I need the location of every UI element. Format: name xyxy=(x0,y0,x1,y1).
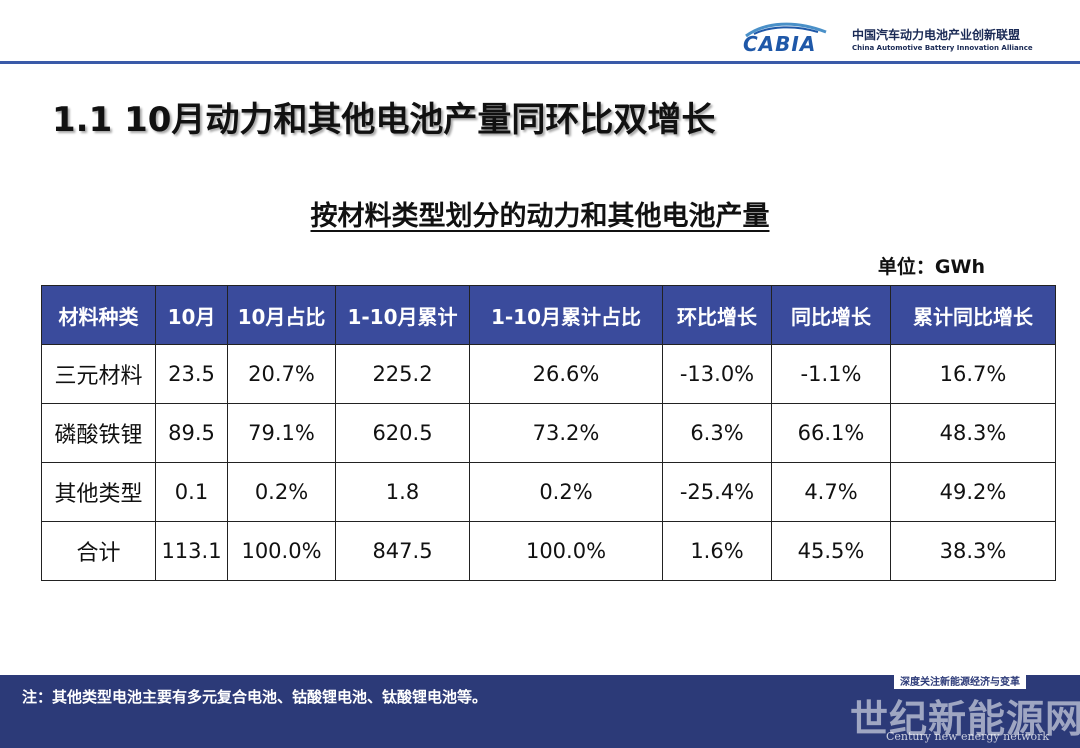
table-cell: -1.1% xyxy=(771,344,891,404)
table-cell: 38.3% xyxy=(890,521,1056,581)
table-cell: 66.1% xyxy=(771,403,891,463)
table-cell: 6.3% xyxy=(662,403,772,463)
table-cell: 225.2 xyxy=(335,344,470,404)
table-row: 合计 113.1 100.0% 847.5 100.0% 1.6% 45.5% … xyxy=(41,521,1056,581)
table-cell: 847.5 xyxy=(335,521,470,581)
col-header: 材料种类 xyxy=(41,285,156,345)
table-cell: -13.0% xyxy=(662,344,772,404)
table-row: 三元材料 23.5 20.7% 225.2 26.6% -13.0% -1.1%… xyxy=(41,344,1056,404)
battery-output-table: 材料种类 10月 10月占比 1-10月累计 1-10月累计占比 环比增长 同比… xyxy=(41,285,1056,581)
table-cell: 49.2% xyxy=(890,462,1056,522)
col-header: 累计同比增长 xyxy=(890,285,1056,345)
table-cell: 620.5 xyxy=(335,403,470,463)
table-cell: 合计 xyxy=(41,521,156,581)
table-cell: 100.0% xyxy=(469,521,663,581)
footer-note: 注：其他类型电池主要有多元复合电池、钴酸锂电池、钛酸锂电池等。 xyxy=(22,688,488,706)
logo-wordmark: CABIA xyxy=(743,32,817,56)
table-cell: 三元材料 xyxy=(41,344,156,404)
table-cell: 73.2% xyxy=(469,403,663,463)
table-cell: 79.1% xyxy=(227,403,336,463)
table-cell: 其他类型 xyxy=(41,462,156,522)
table-title-wrap: 按材料类型划分的动力和其他电池产量 xyxy=(0,194,1080,233)
table-cell: 1.8 xyxy=(335,462,470,522)
table-title: 按材料类型划分的动力和其他电池产量 xyxy=(310,201,770,232)
table-cell: 0.2% xyxy=(227,462,336,522)
table-cell: 48.3% xyxy=(890,403,1056,463)
table-cell: -25.4% xyxy=(662,462,772,522)
table-cell: 4.7% xyxy=(771,462,891,522)
org-name: 中国汽车动力电池产业创新联盟 China Automotive Battery … xyxy=(852,26,1033,52)
table-row: 其他类型 0.1 0.2% 1.8 0.2% -25.4% 4.7% 49.2% xyxy=(41,462,1056,522)
col-header: 10月占比 xyxy=(227,285,336,345)
org-name-en: China Automotive Battery Innovation Alli… xyxy=(852,44,1033,52)
table-cell: 26.6% xyxy=(469,344,663,404)
table-cell: 113.1 xyxy=(155,521,228,581)
col-header: 1-10月累计 xyxy=(335,285,470,345)
table-cell: 23.5 xyxy=(155,344,228,404)
table-cell: 100.0% xyxy=(227,521,336,581)
col-header: 同比增长 xyxy=(771,285,891,345)
org-name-cn: 中国汽车动力电池产业创新联盟 xyxy=(852,28,1021,42)
col-header: 10月 xyxy=(155,285,228,345)
cabia-logo-icon xyxy=(745,22,827,38)
table-row: 磷酸铁锂 89.5 79.1% 620.5 73.2% 6.3% 66.1% 4… xyxy=(41,403,1056,463)
watermark-tag: 深度关注新能源经济与变革 xyxy=(894,672,1026,689)
table-cell: 0.1 xyxy=(155,462,228,522)
table-cell: 1.6% xyxy=(662,521,772,581)
col-header: 1-10月累计占比 xyxy=(469,285,663,345)
watermark-logo: 世纪新能源网 xyxy=(850,696,1080,741)
table-cell: 0.2% xyxy=(469,462,663,522)
table-header-row: 材料种类 10月 10月占比 1-10月累计 1-10月累计占比 环比增长 同比… xyxy=(41,285,1056,345)
table-cell: 16.7% xyxy=(890,344,1056,404)
header-rule xyxy=(0,61,1080,64)
table-cell: 磷酸铁锂 xyxy=(41,403,156,463)
table-cell: 89.5 xyxy=(155,403,228,463)
watermark-subtitle: Century new energy network xyxy=(886,730,1050,743)
table-cell: 20.7% xyxy=(227,344,336,404)
table-cell: 45.5% xyxy=(771,521,891,581)
unit-label: 单位：GWh xyxy=(877,256,985,278)
slide-title: 1.1 10月动力和其他电池产量同环比双增长 xyxy=(52,100,716,140)
col-header: 环比增长 xyxy=(662,285,772,345)
